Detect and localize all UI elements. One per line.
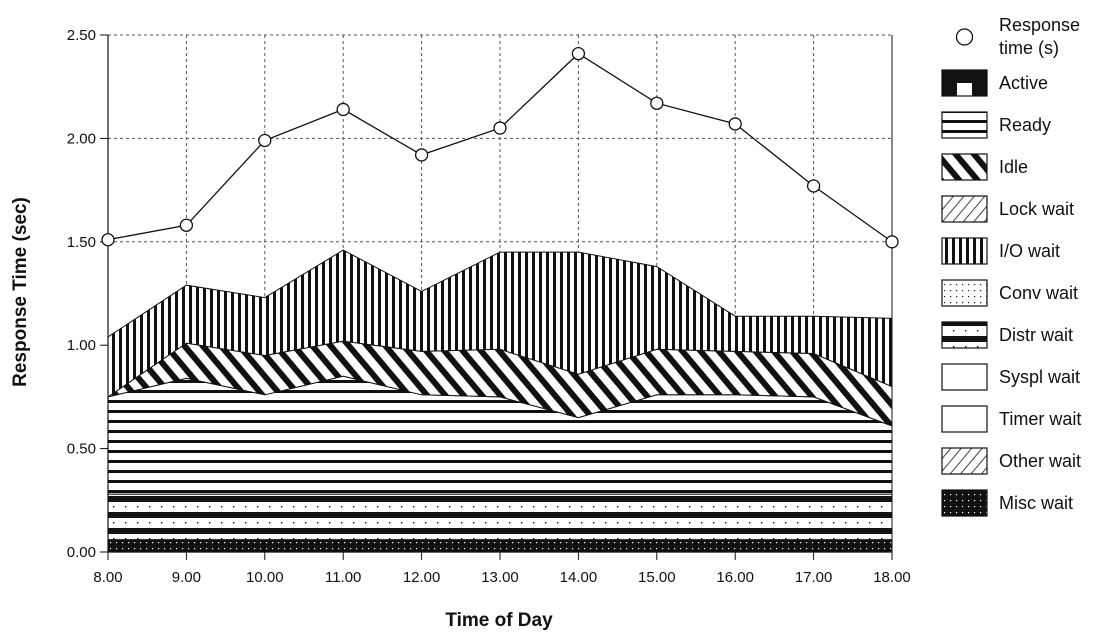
legend: Response time (s) Active Ready Idle Lock wait…: [941, 15, 1081, 517]
response-time-point: [101, 233, 115, 247]
legend-label: Misc wait: [999, 493, 1073, 513]
area-misc-wait: [107, 539, 893, 553]
legend-item-other-wait: Other wait: [941, 447, 1081, 475]
legend-label: Conv wait: [999, 283, 1078, 303]
legend-item-misc-wait: Misc wait: [941, 489, 1073, 517]
legend-label: I/O wait: [999, 241, 1060, 261]
x-tick-label: 15.00: [638, 569, 676, 586]
legend-label: Syspl wait: [999, 367, 1080, 387]
legend-swatch: [941, 405, 988, 433]
x-tick-label: 18.00: [873, 569, 911, 586]
legend-label-line: time (s): [999, 38, 1059, 58]
legend-swatch-circle: [955, 28, 974, 46]
legend-label: Active: [999, 73, 1048, 93]
y-tick-label: 1.00: [67, 337, 96, 354]
x-axis-title: Time of Day: [445, 610, 553, 631]
response-time-point: [728, 117, 742, 131]
legend-swatch: [941, 195, 988, 223]
legend-item-idle: Idle: [941, 153, 1028, 181]
legend-item-conv-wait: Conv wait: [941, 279, 1078, 307]
legend-swatch: [941, 489, 988, 517]
x-tick-label: 16.00: [716, 569, 754, 586]
y-tick-label: 2.00: [67, 130, 96, 147]
response-time-point: [571, 46, 586, 61]
legend-swatch-block: [972, 70, 987, 96]
legend-item-i-o-wait: I/O wait: [941, 237, 1060, 265]
legend-swatch: [941, 279, 988, 307]
legend-swatch: [941, 363, 988, 391]
x-tick-label: 9.00: [172, 569, 201, 586]
y-axis-title: Response Time (sec): [10, 197, 31, 387]
legend-label: Distr wait: [999, 325, 1073, 345]
x-tick-label: 14.00: [560, 569, 598, 586]
x-tick-label: 13.00: [481, 569, 519, 586]
legend-label: Ready: [999, 115, 1051, 135]
x-tick-label: 10.00: [246, 569, 284, 586]
legend-item-timer-wait: Timer wait: [941, 405, 1081, 433]
legend-swatch-block: [957, 70, 972, 83]
legend-swatch: [941, 447, 988, 475]
legend-item-ready: Ready: [941, 111, 1051, 139]
legend-label: Timer wait: [999, 409, 1081, 429]
legend-label: Idle: [999, 157, 1028, 177]
response-time-point: [885, 235, 899, 249]
response-time-line: [107, 52, 893, 243]
legend-item-active: Active: [941, 69, 1048, 97]
response-time-point: [806, 179, 821, 193]
response-time-point: [650, 96, 664, 110]
x-tick-label: 11.00: [325, 569, 361, 586]
legend-label-line: Response: [999, 15, 1080, 35]
y-tick-label: 0.00: [67, 544, 96, 561]
legend-swatch: [941, 153, 988, 181]
legend-item-lock-wait: Lock wait: [941, 195, 1074, 223]
area-distr-wait: [107, 493, 893, 541]
y-tick-label: 1.50: [67, 234, 96, 251]
x-tick-label: 8.00: [93, 569, 122, 586]
legend-swatch: [941, 321, 988, 349]
legend-label: Other wait: [999, 451, 1081, 471]
legend-item-response-time-s: Response time (s): [955, 15, 1080, 58]
legend-item-distr-wait: Distr wait: [941, 321, 1073, 349]
response-time-point: [336, 102, 350, 117]
response-time-point: [179, 218, 194, 232]
response-time-point: [258, 133, 272, 148]
response-time-point: [414, 148, 429, 162]
y-tick-label: 2.50: [67, 27, 96, 44]
legend-item-syspl-wait: Syspl wait: [941, 363, 1080, 391]
legend-label: Lock wait: [999, 199, 1074, 219]
legend-swatch: [941, 237, 988, 265]
response-time-point: [493, 121, 507, 135]
x-tick-label: 12.00: [403, 569, 441, 586]
x-tick-label: 17.00: [795, 569, 833, 586]
stacked-areas: [107, 249, 893, 553]
response-time-series: [101, 46, 899, 249]
legend-swatch-block: [942, 70, 957, 96]
legend-swatch: [941, 111, 988, 139]
axes: 0.00 0.50 1.00 1.50 2.00 2.50 8.00 9.00 10.00 11.…: [67, 27, 911, 586]
y-tick-label: 0.50: [67, 441, 96, 458]
